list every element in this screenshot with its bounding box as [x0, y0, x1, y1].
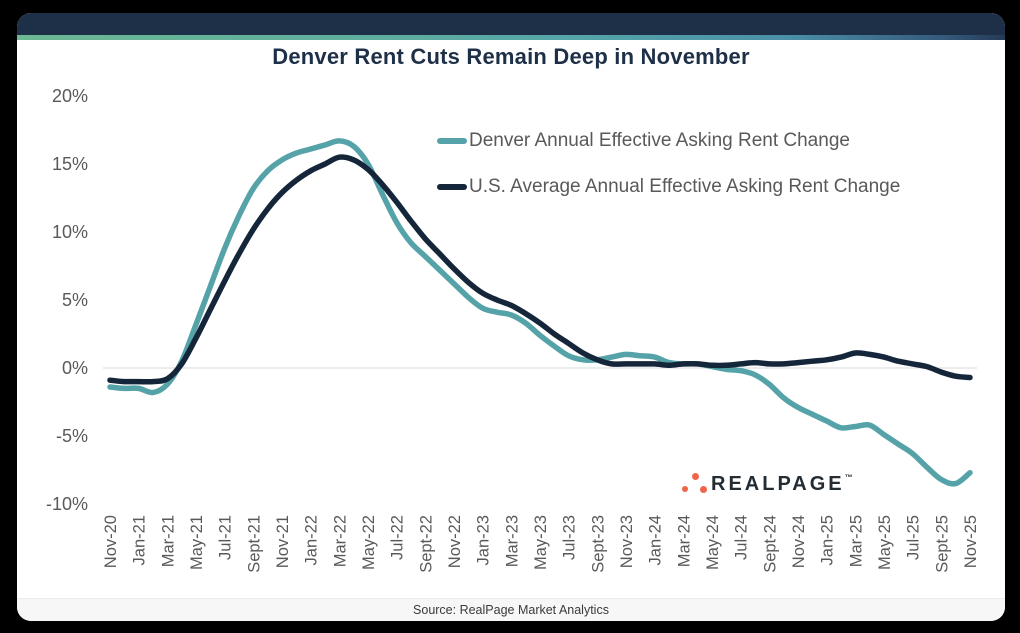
source-footer: Source: RealPage Market Analytics	[17, 598, 1005, 621]
x-tick-label: Mar-24	[675, 515, 693, 567]
denver-line	[107, 138, 973, 487]
x-tick-label: Nov-20	[102, 515, 120, 568]
legend-item-denver: Denver Annual Effective Asking Rent Chan…	[437, 128, 900, 154]
legend-item-us-average: U.S. Average Annual Effective Asking Ren…	[437, 174, 900, 200]
realpage-dots-icon	[681, 465, 711, 497]
source-text: Source: RealPage Market Analytics	[413, 603, 609, 617]
x-tick-label: Nov-21	[274, 515, 292, 568]
us-average-line-swatch	[437, 184, 467, 190]
logo-dot	[700, 486, 707, 493]
chart-canvas: 20% 15% 10% 5% 0% -5% -10% Nov-20 Jan-21 Mar-21 Ma…	[46, 86, 980, 573]
chart-legend: Denver Annual Effective Asking Rent Chan…	[437, 128, 900, 220]
x-tick-label: Nov-22	[446, 515, 464, 568]
realpage-logo: REALPAGE™	[681, 465, 853, 497]
legend-label-denver: Denver Annual Effective Asking Rent Chan…	[469, 130, 850, 151]
x-tick-label: Mar-25	[847, 515, 865, 567]
x-tick-label: Sept-24	[761, 515, 779, 573]
x-tick-label: Mar-21	[159, 515, 177, 567]
x-tick-label: Jan-24	[647, 515, 665, 565]
y-tick-label: -5%	[56, 426, 88, 446]
us-average-line	[107, 154, 973, 385]
x-tick-label: Nov-23	[618, 515, 636, 568]
y-tick-label: 5%	[62, 290, 88, 310]
x-tick-label: Mar-22	[331, 515, 349, 567]
y-tick-label: 0%	[62, 358, 88, 378]
x-tick-label: Jan-22	[303, 515, 321, 565]
chart-title: Denver Rent Cuts Remain Deep in November	[272, 44, 750, 69]
x-tick-label: Sept-23	[589, 515, 607, 573]
logo-dot	[682, 486, 688, 492]
x-tick-label: Mar-23	[503, 515, 521, 567]
trademark-mark: ™	[844, 473, 853, 482]
x-tick-label: May-24	[704, 515, 722, 570]
x-tick-label: Jul-23	[561, 515, 579, 560]
x-tick-label: Jan-25	[819, 515, 837, 565]
x-tick-label: Jul-21	[217, 515, 235, 560]
x-tick-label: Sept-21	[245, 515, 263, 573]
legend-label-us-average: U.S. Average Annual Effective Asking Ren…	[469, 176, 901, 197]
y-tick-label: 20%	[52, 86, 88, 106]
x-tick-label: Nov-24	[790, 515, 808, 568]
x-tick-label: May-25	[876, 515, 894, 570]
y-tick-label: 10%	[52, 222, 88, 242]
x-tick-label: May-21	[188, 515, 206, 570]
y-tick-label: -10%	[46, 494, 88, 514]
header-bar	[17, 13, 1005, 35]
chart-card: Denver Rent Cuts Remain Deep in November…	[17, 13, 1005, 621]
x-tick-label: Sept-22	[417, 515, 435, 573]
x-tick-label: May-23	[532, 515, 550, 570]
x-tick-label: Sept-25	[933, 515, 951, 573]
x-tick-label: May-22	[360, 515, 378, 570]
x-tick-label: Jul-24	[733, 515, 751, 560]
denver-line-swatch	[437, 138, 467, 144]
x-tick-label: Nov-25	[962, 515, 980, 568]
logo-dot	[692, 473, 699, 480]
x-tick-label: Jul-22	[389, 515, 407, 560]
x-tick-label: Jan-21	[131, 515, 149, 565]
x-tick-label: Jul-25	[905, 515, 923, 560]
x-tick-label: Jan-23	[475, 515, 493, 565]
y-tick-label: 15%	[52, 154, 88, 174]
realpage-wordmark: REALPAGE™	[711, 473, 853, 495]
accent-gradient-strip	[17, 35, 1005, 40]
